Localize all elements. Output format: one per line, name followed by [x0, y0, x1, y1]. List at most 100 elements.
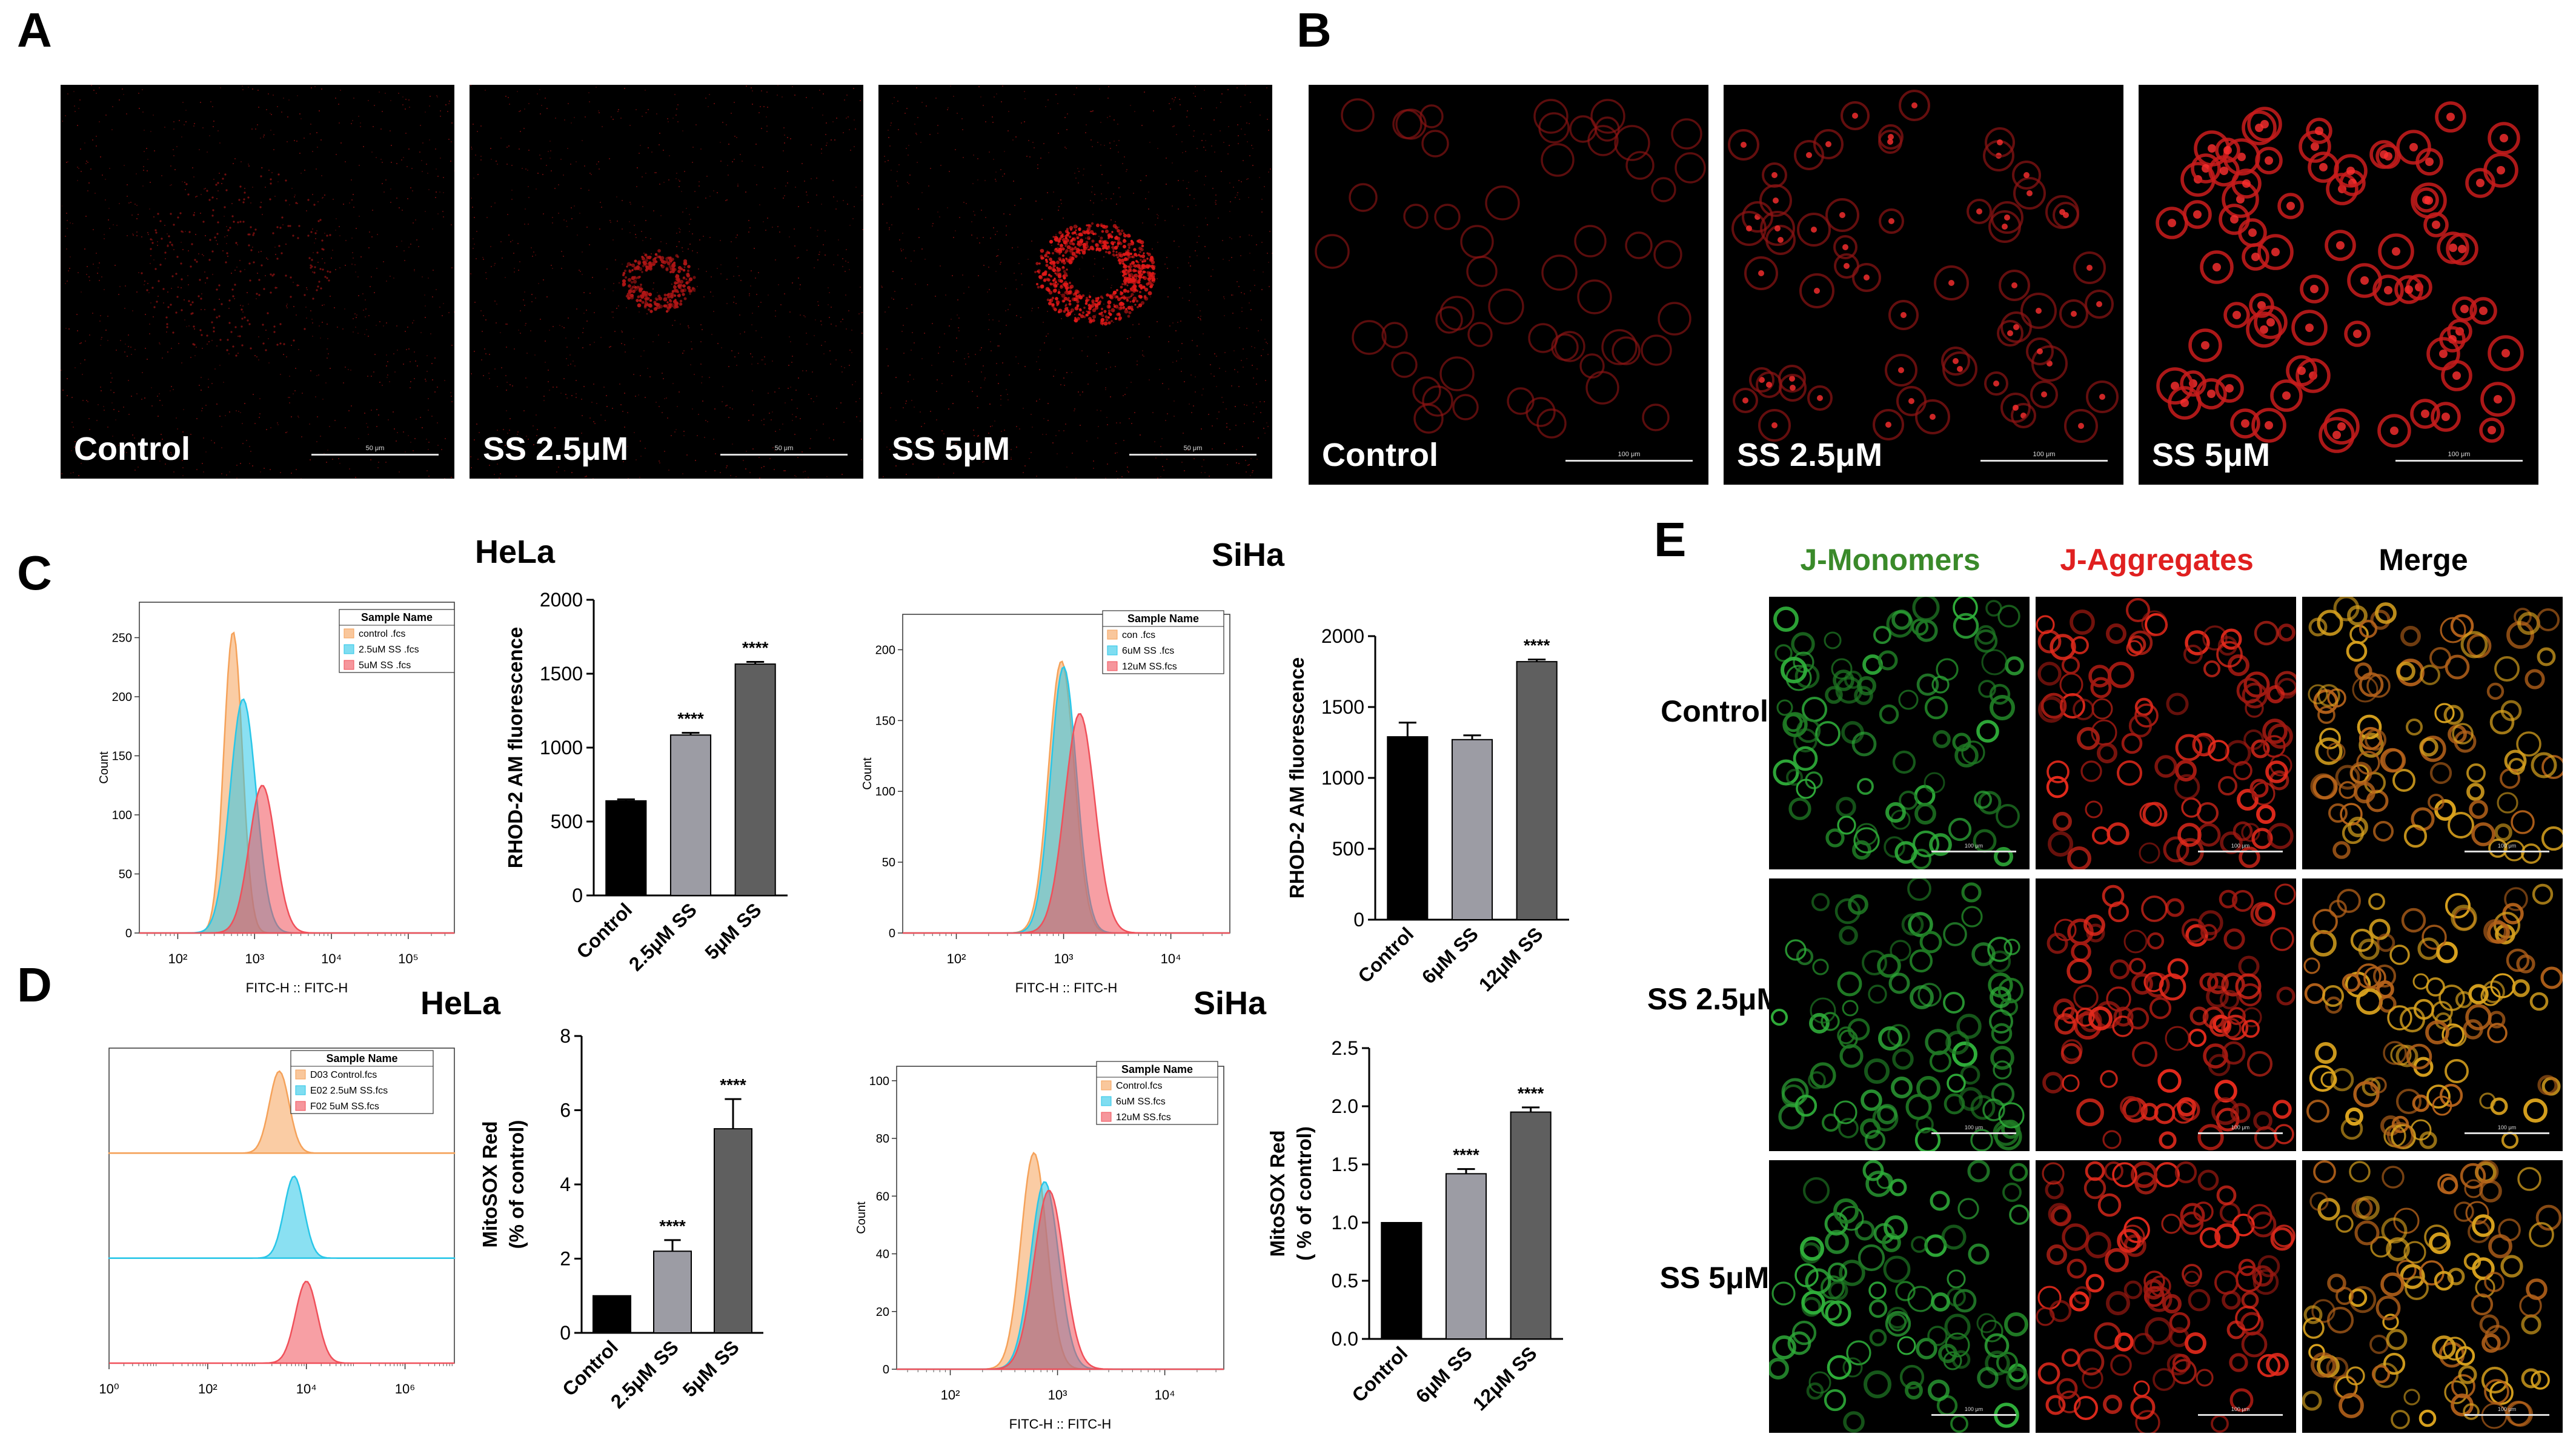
speckle	[1185, 151, 1186, 152]
speckle	[601, 207, 602, 208]
speckle	[514, 348, 515, 350]
cell-nucleus	[2476, 179, 2485, 187]
cell	[2223, 302, 2250, 328]
speckle	[196, 347, 197, 348]
speckle	[1031, 452, 1032, 453]
micrograph-label: SS 2.5μM	[1737, 437, 1883, 473]
speckle	[327, 450, 328, 451]
cell-signal	[295, 202, 297, 204]
cell	[2257, 234, 2294, 270]
speckle	[1019, 428, 1020, 430]
cell	[1833, 235, 1857, 259]
x-tick-label: 10²	[168, 951, 188, 966]
speckle	[1157, 278, 1158, 279]
speckle	[682, 251, 683, 252]
speckle	[126, 452, 127, 453]
speckle	[1220, 130, 1221, 131]
speckle	[996, 374, 997, 376]
cell	[1855, 823, 1878, 846]
speckle	[402, 96, 403, 98]
speckle	[1265, 380, 1266, 381]
cell-nucleus	[2023, 172, 2030, 178]
speckle	[525, 208, 526, 210]
cell	[1873, 626, 1891, 644]
speckle	[287, 141, 288, 142]
cell-signal	[654, 253, 658, 256]
cell-signal	[690, 290, 692, 293]
speckle	[890, 125, 891, 126]
speckle	[1024, 366, 1026, 367]
speckle	[263, 136, 264, 138]
speckle	[159, 393, 160, 394]
cell	[2175, 734, 2203, 762]
speckle	[842, 474, 843, 475]
speckle	[1097, 410, 1098, 411]
speckle	[444, 478, 445, 479]
speckle	[1036, 476, 1037, 477]
speckle	[843, 132, 844, 133]
speckle	[365, 308, 367, 310]
speckle	[709, 94, 710, 95]
cell-nucleus	[2479, 307, 2488, 315]
cell-signal	[226, 349, 228, 351]
speckle	[66, 248, 67, 250]
speckle	[1216, 107, 1217, 108]
speckle	[415, 360, 416, 362]
speckle	[353, 257, 354, 259]
speckle	[965, 364, 966, 365]
speckle	[617, 448, 619, 450]
speckle	[881, 287, 883, 288]
cell	[2012, 161, 2041, 190]
speckle	[1007, 399, 1009, 400]
cell-signal	[642, 256, 644, 258]
cell-nucleus	[1771, 422, 1778, 428]
speckle	[1095, 335, 1097, 336]
speckle	[752, 414, 754, 416]
cell-signal	[625, 276, 627, 279]
speckle	[836, 408, 837, 409]
cell	[1641, 334, 1672, 366]
speckle	[294, 196, 295, 198]
speckle	[312, 151, 313, 152]
cell-signal	[1097, 302, 1101, 305]
cell-signal	[1055, 300, 1060, 305]
speckle	[408, 435, 409, 436]
speckle	[984, 180, 986, 181]
speckle	[300, 478, 302, 479]
speckle	[144, 130, 145, 131]
speckle	[491, 206, 492, 207]
speckle	[67, 228, 68, 229]
speckle	[1208, 257, 1209, 259]
speckle	[798, 206, 799, 207]
speckle	[982, 462, 983, 463]
speckle	[276, 287, 277, 288]
speckle	[905, 113, 906, 114]
speckle	[82, 374, 83, 375]
speckle	[212, 274, 213, 275]
speckle	[709, 377, 710, 378]
speckle	[717, 343, 719, 344]
cell-signal	[285, 199, 287, 202]
speckle	[1072, 453, 1073, 454]
speckle	[744, 331, 745, 333]
cell	[2277, 623, 2295, 642]
cell	[2335, 765, 2360, 790]
speckle	[1155, 224, 1156, 225]
cell-signal	[317, 220, 320, 222]
speckle	[774, 469, 775, 470]
speckle	[205, 451, 207, 453]
cell	[2091, 719, 2117, 746]
speckle	[1095, 314, 1097, 316]
speckle	[277, 422, 278, 423]
cell-signal	[1147, 291, 1152, 296]
speckle	[1232, 294, 1233, 296]
speckle	[1233, 187, 1234, 188]
cell-signal	[677, 291, 679, 293]
cell	[1912, 830, 1940, 858]
speckle	[203, 255, 204, 256]
cell	[1744, 256, 1778, 290]
cell-nucleus	[2266, 318, 2275, 327]
speckle	[766, 131, 768, 132]
speckle	[1213, 119, 1215, 121]
speckle	[350, 370, 351, 371]
